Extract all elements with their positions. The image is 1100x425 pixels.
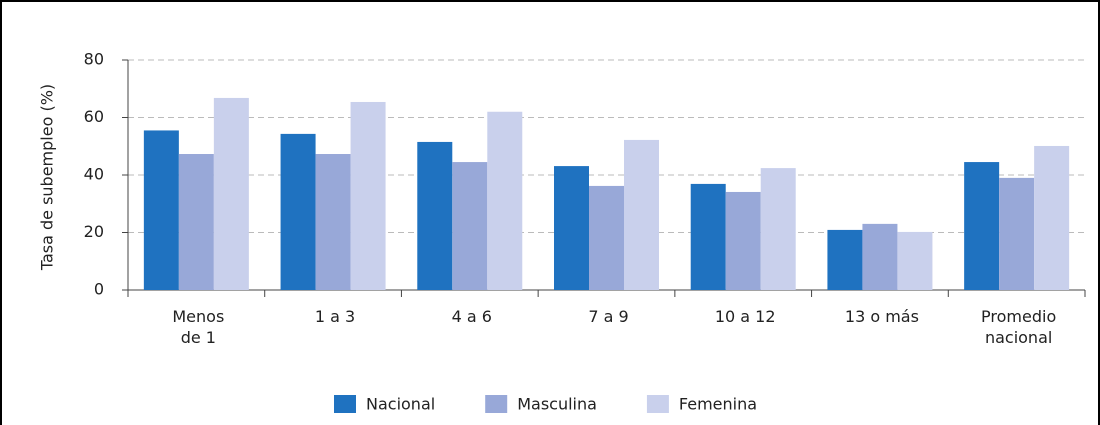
bar bbox=[178, 154, 214, 290]
legend-label: Nacional bbox=[366, 395, 435, 414]
y-axis-label: Tasa de subempleo (%) bbox=[38, 84, 57, 271]
bar bbox=[964, 162, 1000, 290]
bar bbox=[213, 97, 249, 290]
bar bbox=[452, 162, 488, 290]
legend-swatch bbox=[646, 395, 669, 413]
legend-swatch bbox=[485, 395, 508, 413]
legend-label: Masculina bbox=[517, 395, 597, 414]
bar bbox=[487, 111, 523, 290]
x-tick-label: 10 a 12 bbox=[714, 307, 776, 326]
x-tick-label: 1 a 3 bbox=[314, 307, 356, 326]
y-tick-label: 40 bbox=[84, 165, 104, 184]
legend-swatch bbox=[334, 395, 356, 413]
x-tick-label: Menos de 1 bbox=[172, 307, 225, 347]
x-tick-label: 13 o más bbox=[844, 307, 919, 326]
bar bbox=[897, 231, 933, 290]
y-tick-label: 20 bbox=[84, 222, 104, 241]
y-tick-label: 60 bbox=[84, 107, 104, 126]
bar bbox=[280, 133, 316, 290]
bar bbox=[1034, 145, 1070, 290]
y-tick-label: 0 bbox=[94, 280, 104, 299]
x-tick-label: 4 a 6 bbox=[451, 307, 492, 326]
x-tick-label: Promedio nacional bbox=[981, 307, 1057, 347]
bar bbox=[417, 141, 453, 290]
legend-label: Femenina bbox=[679, 395, 757, 414]
bar bbox=[589, 185, 624, 290]
bar bbox=[624, 139, 659, 290]
y-tick-label: 80 bbox=[84, 50, 104, 69]
x-tick-label: 7 a 9 bbox=[588, 307, 629, 326]
bar bbox=[827, 229, 863, 290]
bar bbox=[143, 130, 179, 290]
bar bbox=[999, 177, 1035, 290]
bar bbox=[725, 191, 761, 290]
bar bbox=[350, 101, 386, 290]
bar bbox=[862, 223, 898, 290]
bar bbox=[760, 168, 796, 290]
bar bbox=[690, 183, 726, 290]
bar bbox=[554, 166, 589, 290]
bar bbox=[315, 154, 351, 290]
